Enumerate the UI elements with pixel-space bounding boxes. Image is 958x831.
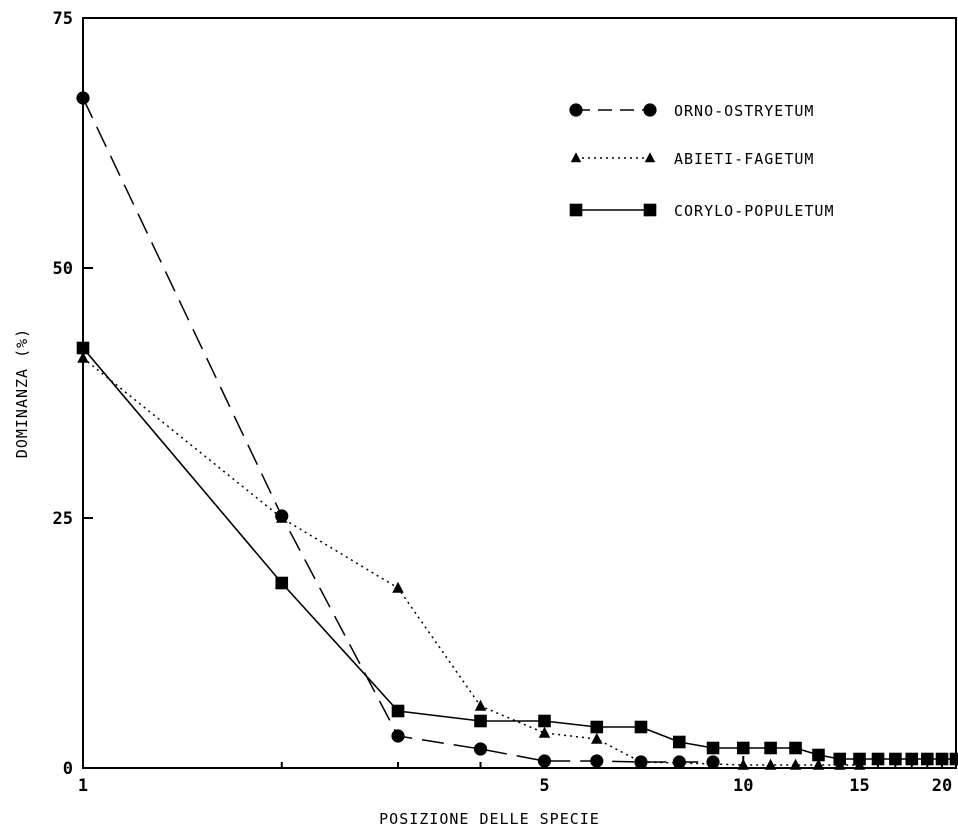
data-point xyxy=(706,741,720,755)
data-point xyxy=(590,754,604,768)
data-point xyxy=(537,754,552,768)
data-point xyxy=(672,735,686,749)
data-point xyxy=(737,758,750,770)
x-tick-label: 20 xyxy=(932,776,952,796)
data-point xyxy=(921,752,934,766)
legend-label: ORNO-OSTRYETUM xyxy=(674,102,814,120)
data-point xyxy=(673,756,686,768)
legend-entry: ABIETI-FAGETUM xyxy=(570,150,814,168)
x-tick-label: 15 xyxy=(849,776,869,796)
data-point xyxy=(871,752,885,766)
data-point xyxy=(789,741,802,755)
legend-label: CORYLO-POPULETUM xyxy=(674,202,835,220)
data-point xyxy=(538,726,551,738)
data-point xyxy=(764,758,777,770)
data-point xyxy=(76,341,90,355)
legend-label: ABIETI-FAGETUM xyxy=(674,150,814,168)
y-tick-label: 50 xyxy=(53,259,73,279)
series-layer xyxy=(76,91,958,770)
data-point xyxy=(474,699,487,711)
data-point xyxy=(538,714,551,728)
y-axis-title: DOMINANZA (%) xyxy=(13,328,31,458)
data-point xyxy=(473,742,488,756)
data-point xyxy=(276,511,288,523)
data-point xyxy=(392,581,404,593)
legend: ORNO-OSTRYETUM ABIETI-FAGETUM CORYLO-POPUL… xyxy=(569,102,834,220)
series-line xyxy=(82,97,714,763)
data-point xyxy=(764,741,777,755)
data-point xyxy=(812,748,825,762)
legend-entry: ORNO-OSTRYETUM xyxy=(569,102,814,120)
data-point xyxy=(591,732,603,744)
series-corylo-populetum xyxy=(76,341,958,766)
data-point xyxy=(391,704,405,718)
data-point xyxy=(569,203,583,217)
data-point xyxy=(643,203,657,217)
data-point xyxy=(949,752,958,766)
data-point xyxy=(634,720,648,734)
data-point xyxy=(736,741,750,755)
data-point xyxy=(889,752,902,766)
series-line xyxy=(82,347,956,760)
data-point xyxy=(935,752,949,766)
x-tick-label: 1 xyxy=(78,776,88,796)
data-point xyxy=(391,729,405,743)
x-tick-label: 10 xyxy=(733,776,753,796)
data-point xyxy=(905,752,919,766)
x-tick-label: 5 xyxy=(539,776,549,796)
plot-frame xyxy=(82,17,957,769)
data-point xyxy=(635,755,647,767)
data-point xyxy=(707,757,719,769)
data-point xyxy=(643,103,657,117)
y-tick-label: 0 xyxy=(63,759,73,779)
data-point xyxy=(644,152,656,163)
legend-entry: CORYLO-POPULETUM xyxy=(569,202,835,220)
series-line xyxy=(82,357,860,766)
data-point xyxy=(570,152,582,163)
x-axis-title: POSIZIONE DELLE SPECIE xyxy=(379,810,600,828)
data-point xyxy=(77,351,89,363)
data-point xyxy=(853,752,866,766)
data-point xyxy=(590,720,604,734)
series-abieti-fagetum xyxy=(77,351,866,770)
data-point xyxy=(833,752,847,766)
data-point xyxy=(76,91,90,105)
y-tick-label: 25 xyxy=(53,509,73,529)
y-tick-label: 75 xyxy=(53,9,73,29)
data-point xyxy=(474,714,487,728)
data-point xyxy=(569,103,583,117)
data-point xyxy=(275,576,289,590)
data-point xyxy=(812,758,825,770)
data-point xyxy=(789,758,802,770)
